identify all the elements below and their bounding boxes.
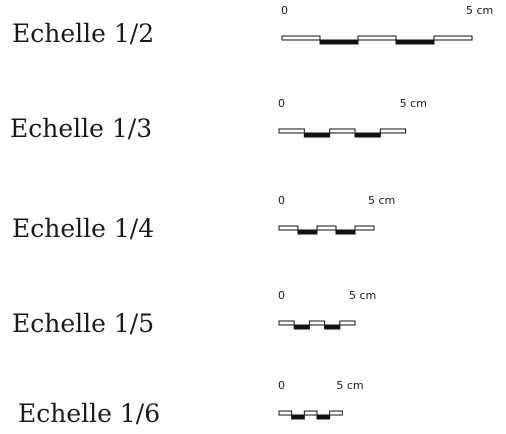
scale-end-label: 5 cm (400, 97, 427, 110)
scale-segment-light (316, 225, 337, 231)
scale-end-label: 5 cm (466, 4, 493, 17)
scale-row: Echelle 1/6 0 5 cm (18, 379, 364, 428)
scale-segment-light (354, 225, 375, 231)
scale-label: Echelle 1/4 (12, 214, 154, 243)
scale-label: Echelle 1/5 (12, 309, 154, 338)
scale-segment-light (278, 225, 299, 231)
scale-end-label: 5 cm (336, 379, 363, 392)
scale-label: Echelle 1/2 (12, 19, 154, 48)
scale-start-label: 0 (278, 97, 285, 110)
scale-segment-light (308, 320, 326, 326)
scale-segment-dark (316, 414, 331, 420)
scale-segment-dark (395, 39, 435, 45)
scale-label: Echelle 1/3 (10, 114, 152, 143)
scale-end-label: 5 cm (368, 194, 395, 207)
scale-row: Echelle 1/2 0 5 cm (12, 4, 493, 48)
scale-start-label: 0 (281, 4, 288, 17)
scale-segment-light (379, 128, 407, 134)
scale-segment-dark (324, 324, 341, 330)
scale-segment-dark (354, 132, 381, 138)
scale-segment-dark (293, 324, 310, 330)
scale-segment-dark (319, 39, 359, 45)
scale-start-label: 0 (278, 194, 285, 207)
scale-start-label: 0 (278, 379, 285, 392)
scale-label: Echelle 1/6 (18, 399, 160, 428)
scale-row: Echelle 1/3 0 5 cm (10, 97, 427, 143)
scale-row: Echelle 1/4 0 5 cm (12, 194, 395, 243)
scale-start-label: 0 (278, 289, 285, 302)
scale-segment-dark (303, 132, 331, 138)
scale-segment-light (357, 35, 397, 41)
scale-segment-light (329, 410, 343, 416)
scale-segment-light (329, 128, 356, 134)
scale-segment-dark (297, 229, 318, 235)
scale-segment-light (339, 320, 356, 326)
scale-segment-dark (335, 229, 356, 235)
scale-segment-light (303, 410, 318, 416)
scale-segment-light (278, 410, 293, 416)
scale-segment-light (433, 35, 473, 41)
scale-end-label: 5 cm (349, 289, 376, 302)
scale-segment-dark (291, 414, 305, 420)
scale-segment-light (278, 128, 305, 134)
scale-segment-light (281, 35, 321, 41)
scale-row: Echelle 1/5 0 5 cm (12, 289, 376, 338)
scale-segment-light (278, 320, 295, 326)
